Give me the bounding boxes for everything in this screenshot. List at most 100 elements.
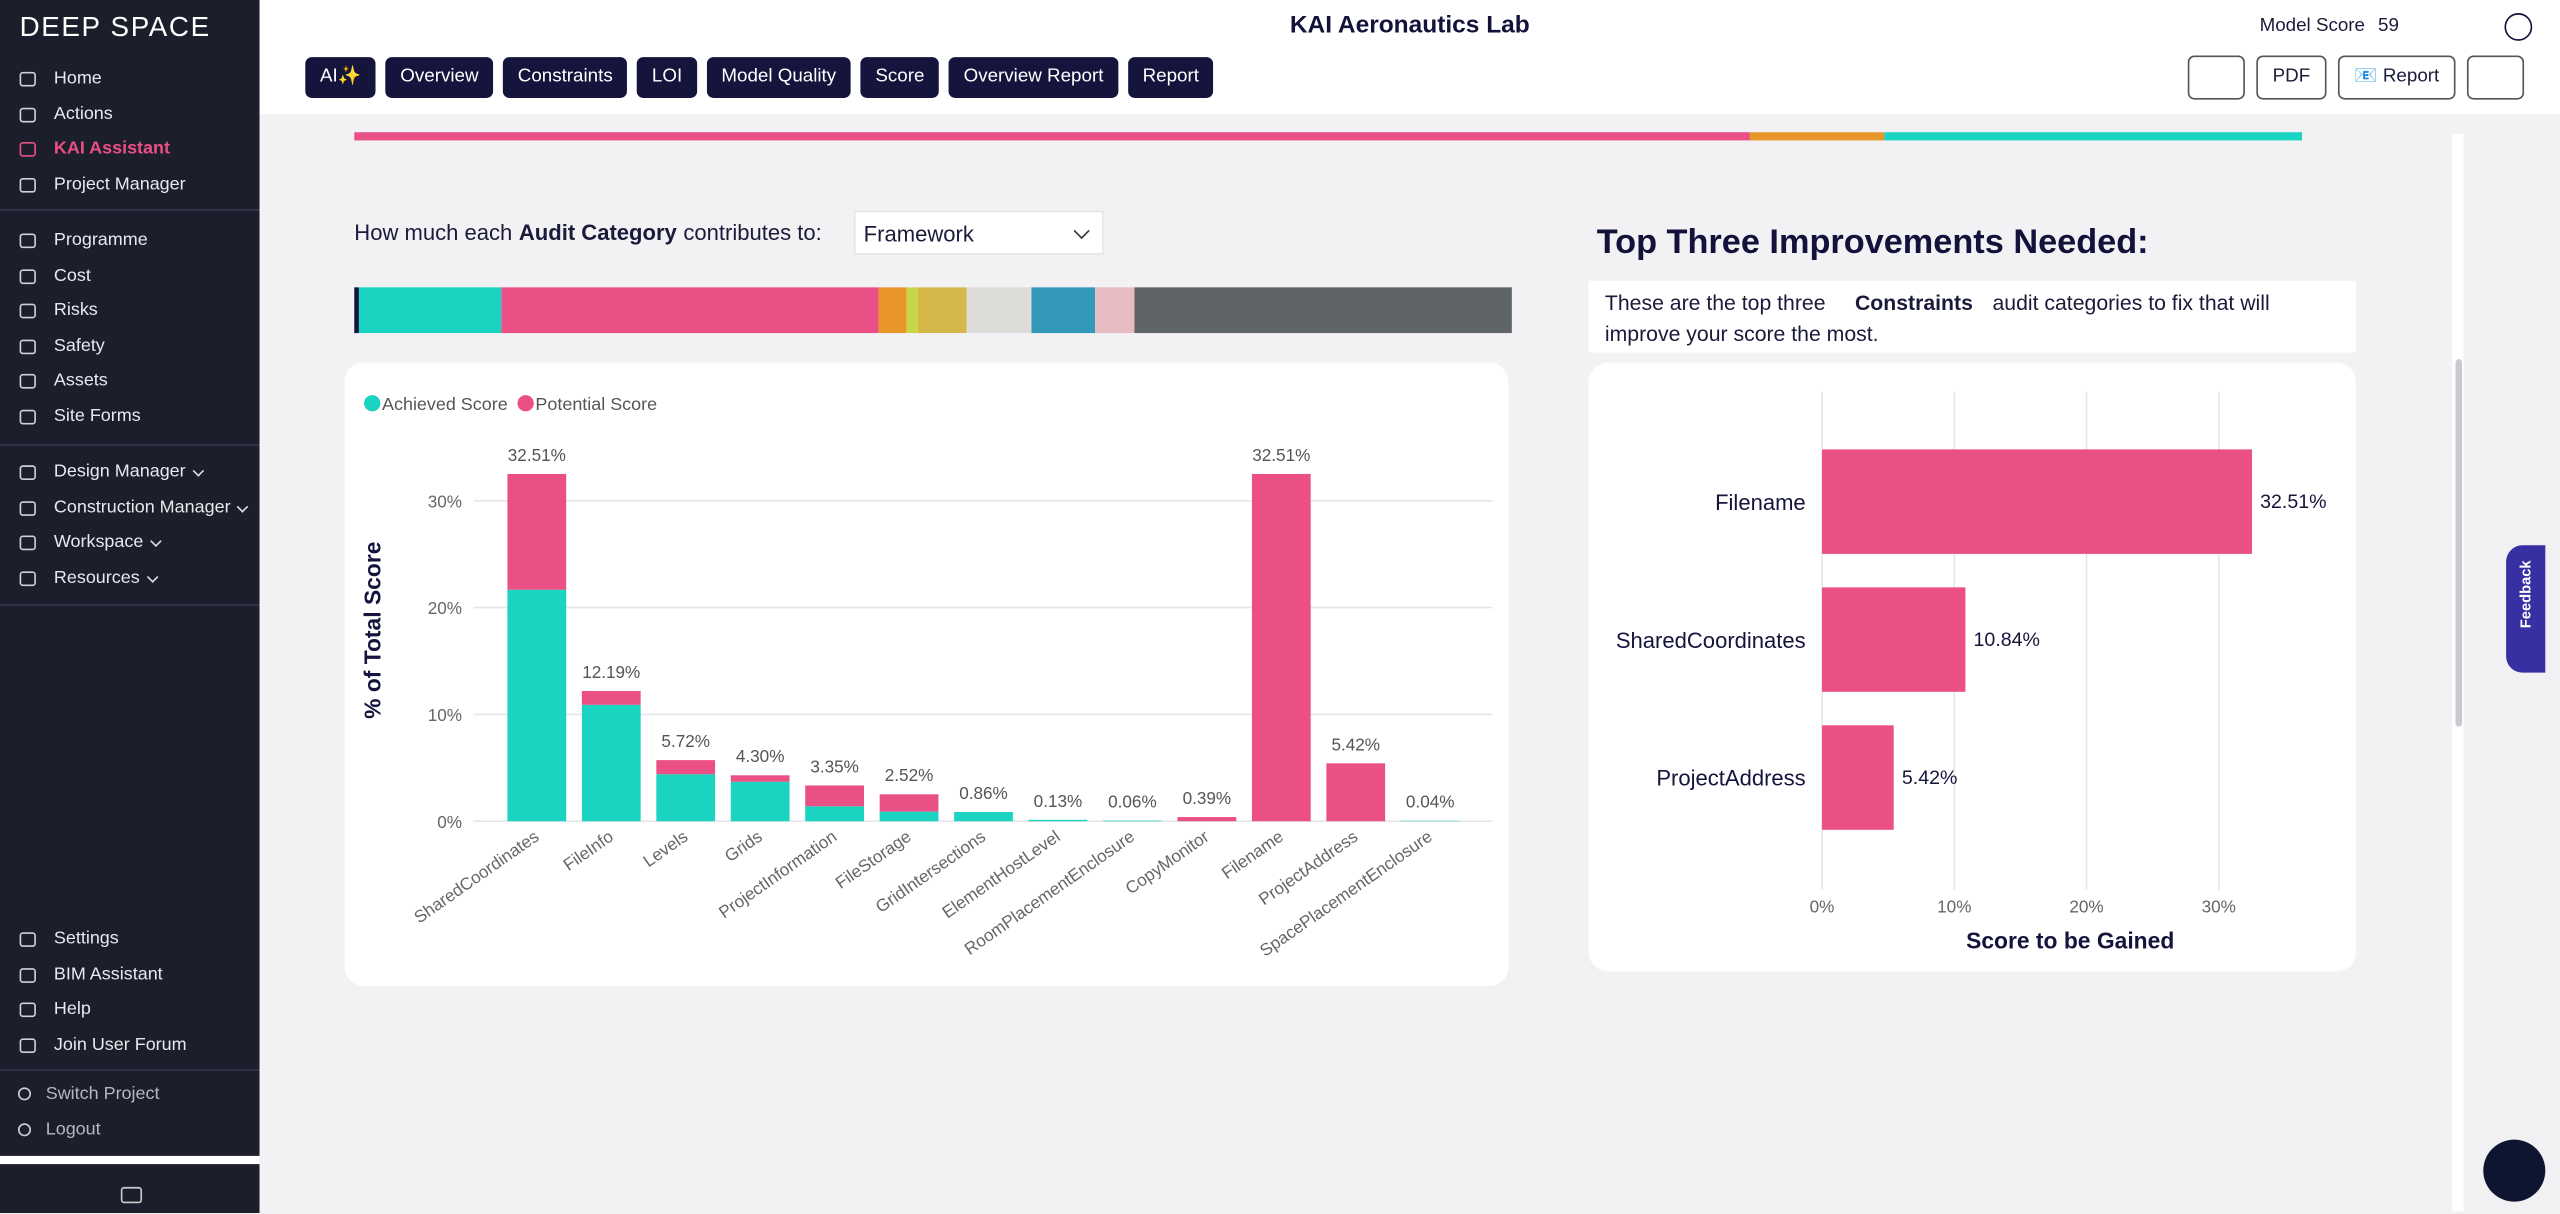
nav-item[interactable]: Resources	[0, 561, 260, 596]
x-tick-label: CopyMonitor	[1121, 826, 1212, 898]
sidebar: DEEP SPACE Home Actions KAI Assistant Proje…	[0, 0, 260, 1214]
expand-button[interactable]	[2187, 55, 2245, 100]
value: 59	[2378, 16, 2399, 36]
separator	[0, 604, 260, 606]
nav-item[interactable]: Cost	[0, 259, 260, 294]
nav-item[interactable]: Design Manager	[0, 456, 260, 491]
nav-group: Home Actions KAI Assistant Project Manager	[0, 62, 260, 202]
segment	[501, 287, 879, 334]
nav-item[interactable]: Settings	[0, 922, 260, 957]
legend-label: Potential Score	[535, 394, 657, 414]
tab[interactable]: Model Quality	[706, 57, 851, 98]
nav-item[interactable]: Workspace	[0, 526, 260, 561]
nav-item[interactable]: Help	[0, 993, 260, 1028]
project-title: KAI Aeronautics Lab	[1289, 11, 1530, 40]
tab[interactable]: LOI	[637, 57, 697, 98]
nav-item[interactable]: Site Forms	[0, 399, 260, 434]
segment	[1134, 287, 1512, 334]
nav-group: Programme Cost Risks Safety Assets Site Forms	[0, 224, 260, 435]
data-label: 0.04%	[1406, 792, 1455, 812]
user-icon[interactable]	[2504, 13, 2533, 41]
label: Feedback	[2517, 560, 2534, 629]
bar-segment	[1251, 473, 1311, 822]
nav-label: Home	[53, 68, 102, 89]
nav-item[interactable]: Logout	[0, 1113, 260, 1148]
text: Audit Category	[518, 220, 677, 245]
legend-swatch	[517, 395, 534, 412]
bar-segment	[581, 704, 641, 822]
nav-label: KAI Assistant	[53, 138, 170, 159]
nav-item[interactable]: Construction Manager	[0, 491, 260, 526]
data-label: 3.35%	[810, 756, 859, 776]
bar-segment	[730, 781, 790, 822]
nav-group: Switch Project Logout	[0, 1078, 260, 1148]
bar-segment	[1028, 819, 1088, 822]
tab[interactable]: Report	[1127, 57, 1214, 98]
tab[interactable]: Score	[860, 57, 940, 98]
bar-segment	[1103, 820, 1162, 822]
nav-item[interactable]: Assets	[0, 364, 260, 399]
nav-label: Programme	[53, 230, 148, 250]
bar-segment	[1326, 763, 1386, 822]
nav-label: Resources	[53, 567, 140, 587]
nav-label: Help	[53, 999, 91, 1019]
text: contributes to:	[683, 220, 822, 245]
logo: DEEP SPACE	[19, 11, 211, 43]
y-tick-label: Filename	[1715, 490, 1806, 515]
nav-item[interactable]: Programme	[0, 224, 260, 259]
data-label: 5.72%	[661, 731, 710, 751]
tab[interactable]: Constraints	[503, 57, 628, 98]
refresh-button[interactable]	[2466, 55, 2525, 100]
bar-segment	[879, 811, 939, 822]
nav-item[interactable]: Join User Forum	[0, 1028, 260, 1063]
bar-segment	[730, 775, 790, 782]
nav-label: Switch Project	[45, 1084, 160, 1104]
dropdown[interactable]: Framework	[853, 210, 1104, 255]
x-axis-title: Score to be Gained	[1966, 928, 2174, 954]
bar-segment	[581, 691, 641, 705]
tab[interactable]: Overview	[385, 57, 494, 98]
scroll-thumb[interactable]	[2455, 359, 2463, 727]
bar-segment	[805, 785, 864, 807]
bar	[1822, 587, 1966, 692]
data-label: 0.06%	[1108, 792, 1157, 812]
nav-label: Cost	[53, 265, 91, 285]
tab[interactable]: AI✨	[305, 57, 376, 98]
bar-segment	[879, 794, 939, 812]
feedback-tab[interactable]: Feedback	[2506, 545, 2546, 673]
nav-item[interactable]: Project Manager	[0, 167, 260, 202]
collapse-button[interactable]	[120, 1186, 143, 1204]
nav-item[interactable]: Home	[0, 62, 260, 97]
nav-item[interactable]: BIM Assistant	[0, 958, 260, 993]
nav-item[interactable]: Switch Project	[0, 1078, 260, 1113]
tab[interactable]: Overview Report	[948, 57, 1119, 98]
actions: PDF 📧 Report	[2187, 55, 2525, 100]
bar-segment	[805, 806, 864, 822]
segment	[1031, 287, 1096, 334]
separator	[0, 444, 260, 446]
legend-swatch	[364, 395, 381, 412]
label: Model Score	[2259, 16, 2365, 36]
x-tick-label: Filename	[1218, 826, 1287, 883]
x-tick-label: Levels	[639, 826, 691, 871]
nav-item[interactable]: Safety	[0, 329, 260, 364]
model-score: Model Score 59	[2260, 16, 2399, 36]
nav-label: Actions	[53, 103, 113, 124]
data-label: 0.39%	[1183, 788, 1232, 808]
y-tick-label: 0%	[437, 812, 462, 832]
nav-item[interactable]: KAI Assistant	[0, 132, 260, 167]
nav-item[interactable]: Actions	[0, 97, 260, 132]
nav-item[interactable]: Risks	[0, 294, 260, 329]
nav-label: Safety	[53, 335, 105, 356]
segment	[354, 287, 359, 334]
action-button[interactable]: 📧 Report	[2337, 55, 2456, 100]
action-button[interactable]: PDF	[2256, 55, 2327, 100]
bar-segment	[656, 774, 716, 822]
segment	[918, 287, 967, 334]
data-label: 32.51%	[2260, 491, 2326, 513]
x-tick-label: FileInfo	[559, 826, 616, 875]
data-label: 0.86%	[959, 783, 1008, 803]
bar	[1822, 449, 2252, 554]
chat-button[interactable]	[2483, 1139, 2546, 1202]
